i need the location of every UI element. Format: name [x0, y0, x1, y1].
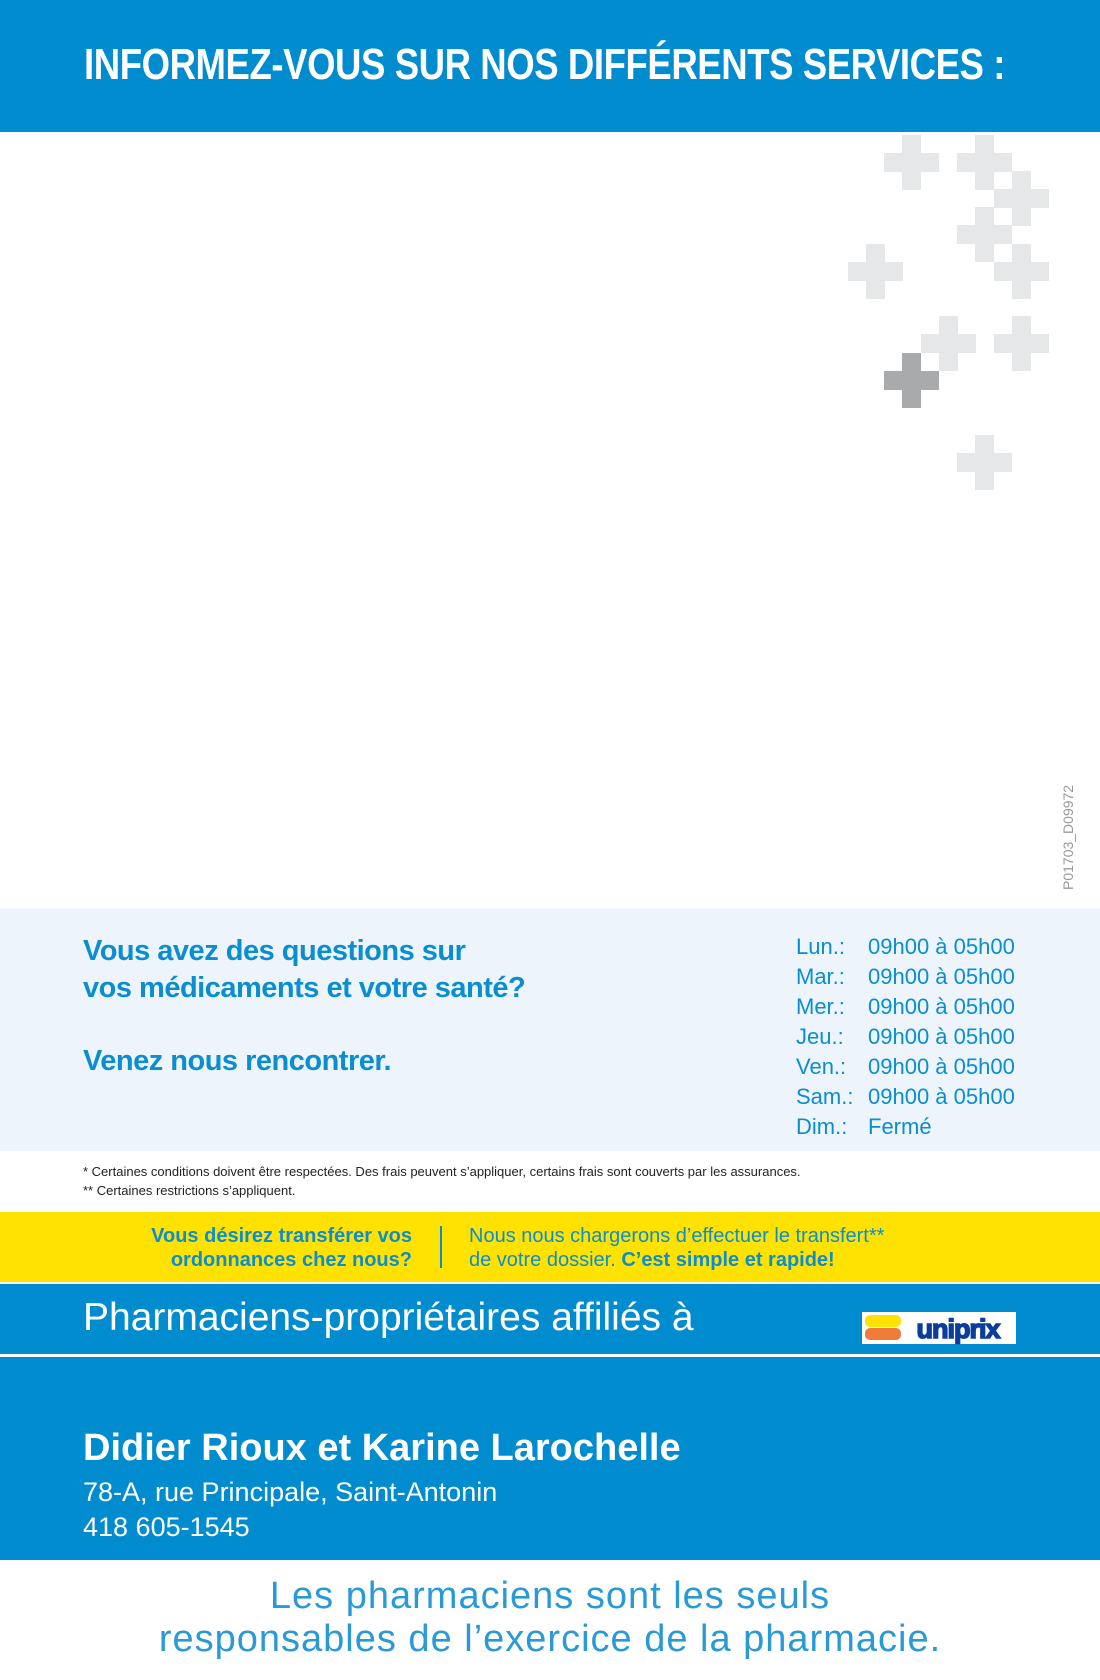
- hours-row: Dim.: Fermé: [796, 1114, 932, 1144]
- day-label: Mar.:: [796, 964, 845, 989]
- document-code: P01703_D09972: [1060, 784, 1076, 890]
- time-value: Fermé: [868, 1114, 932, 1139]
- hours-row: Sam.: 09h00 à 05h00: [796, 1084, 1015, 1114]
- plus-cross-icon: [848, 244, 903, 299]
- time-value: 09h00 à 05h00: [868, 1054, 1015, 1079]
- uniprix-logo: uniprix: [862, 1312, 1016, 1345]
- question-line-2: vos médicaments et votre santé?: [83, 972, 526, 1004]
- day-label: Dim.:: [796, 1114, 848, 1139]
- day-label: Sam.:: [796, 1084, 854, 1109]
- tagline-line-2: responsables de l’exercice de la pharmac…: [158, 1618, 942, 1660]
- hours-row: Mar.: 09h00 à 05h00: [796, 964, 1015, 994]
- transfer-answer-line-2: de votre dossier.: [469, 1249, 616, 1271]
- header-banner: INFORMEZ-VOUS SUR NOS DIFFÉRENTS SERVICE…: [0, 0, 1100, 132]
- transfer-question: Vous désirez transférer vos ordonnances …: [151, 1224, 412, 1272]
- page-title: INFORMEZ-VOUS SUR NOS DIFFÉRENTS SERVICE…: [84, 40, 1005, 89]
- plus-cross-icon: [994, 244, 1049, 299]
- plus-cross-icon: [921, 316, 976, 371]
- divider: [440, 1226, 442, 1268]
- transfer-question-line-2: ordonnances chez nous?: [170, 1249, 412, 1271]
- footnote-1: * Certaines conditions doivent être resp…: [83, 1164, 801, 1179]
- svg-text:uniprix: uniprix: [916, 1314, 1000, 1344]
- time-value: 09h00 à 05h00: [868, 994, 1015, 1019]
- day-label: Lun.:: [796, 934, 845, 959]
- hours-row: Mer.: 09h00 à 05h00: [796, 994, 1015, 1024]
- plus-cross-icon: [957, 207, 1012, 262]
- owners-banner: Didier Rioux et Karine Larochelle 78-A, …: [0, 1357, 1100, 1560]
- plus-cross-icon: [957, 435, 1012, 490]
- day-label: Jeu.:: [796, 1024, 844, 1049]
- tagline: Les pharmaciens sont les seuls responsab…: [0, 1575, 1100, 1661]
- day-label: Mer.:: [796, 994, 845, 1019]
- phone-number: 418 605-1545: [83, 1512, 250, 1542]
- transfer-banner: Vous désirez transférer vos ordonnances …: [0, 1212, 1100, 1282]
- affiliation-banner: Pharmaciens-propriétaires affiliés à uni…: [0, 1284, 1100, 1354]
- transfer-question-line-1: Vous désirez transférer vos: [151, 1225, 412, 1247]
- footnote-2: ** Certaines restrictions s’appliquent.: [83, 1183, 296, 1198]
- info-panel: Vous avez des questions sur vos médicame…: [0, 909, 1100, 1151]
- plus-cross-icon: [884, 135, 939, 190]
- day-label: Ven.:: [796, 1054, 847, 1079]
- plus-cross-icon: [994, 316, 1049, 371]
- hours-row: Lun.: 09h00 à 05h00: [796, 934, 1015, 964]
- time-value: 09h00 à 05h00: [868, 1024, 1015, 1049]
- affiliation-text: Pharmaciens-propriétaires affiliés à: [83, 1296, 694, 1339]
- hours-row: Ven.: 09h00 à 05h00: [796, 1054, 1015, 1084]
- hours-row: Jeu.: 09h00 à 05h00: [796, 1024, 1015, 1054]
- transfer-answer-line-1: Nous nous chargerons d’effectuer le tran…: [469, 1225, 885, 1247]
- question-line-1: Vous avez des questions sur: [83, 935, 466, 967]
- tagline-line-1: Les pharmaciens sont les seuls: [269, 1575, 831, 1617]
- plus-cross-icon: [957, 135, 1012, 190]
- transfer-slogan: C’est simple et rapide!: [621, 1249, 835, 1271]
- time-value: 09h00 à 05h00: [868, 964, 1015, 989]
- plus-cross-icon-dark: [884, 353, 939, 408]
- address: 78-A, rue Principale, Saint-Antonin: [83, 1477, 498, 1507]
- time-value: 09h00 à 05h00: [868, 934, 1015, 959]
- time-value: 09h00 à 05h00: [868, 1084, 1015, 1109]
- owners-name: Didier Rioux et Karine Larochelle: [83, 1427, 681, 1469]
- transfer-answer: Nous nous chargerons d’effectuer le tran…: [469, 1224, 884, 1272]
- plus-cross-icon: [994, 171, 1049, 226]
- invite-text: Venez nous rencontrer.: [83, 1045, 392, 1077]
